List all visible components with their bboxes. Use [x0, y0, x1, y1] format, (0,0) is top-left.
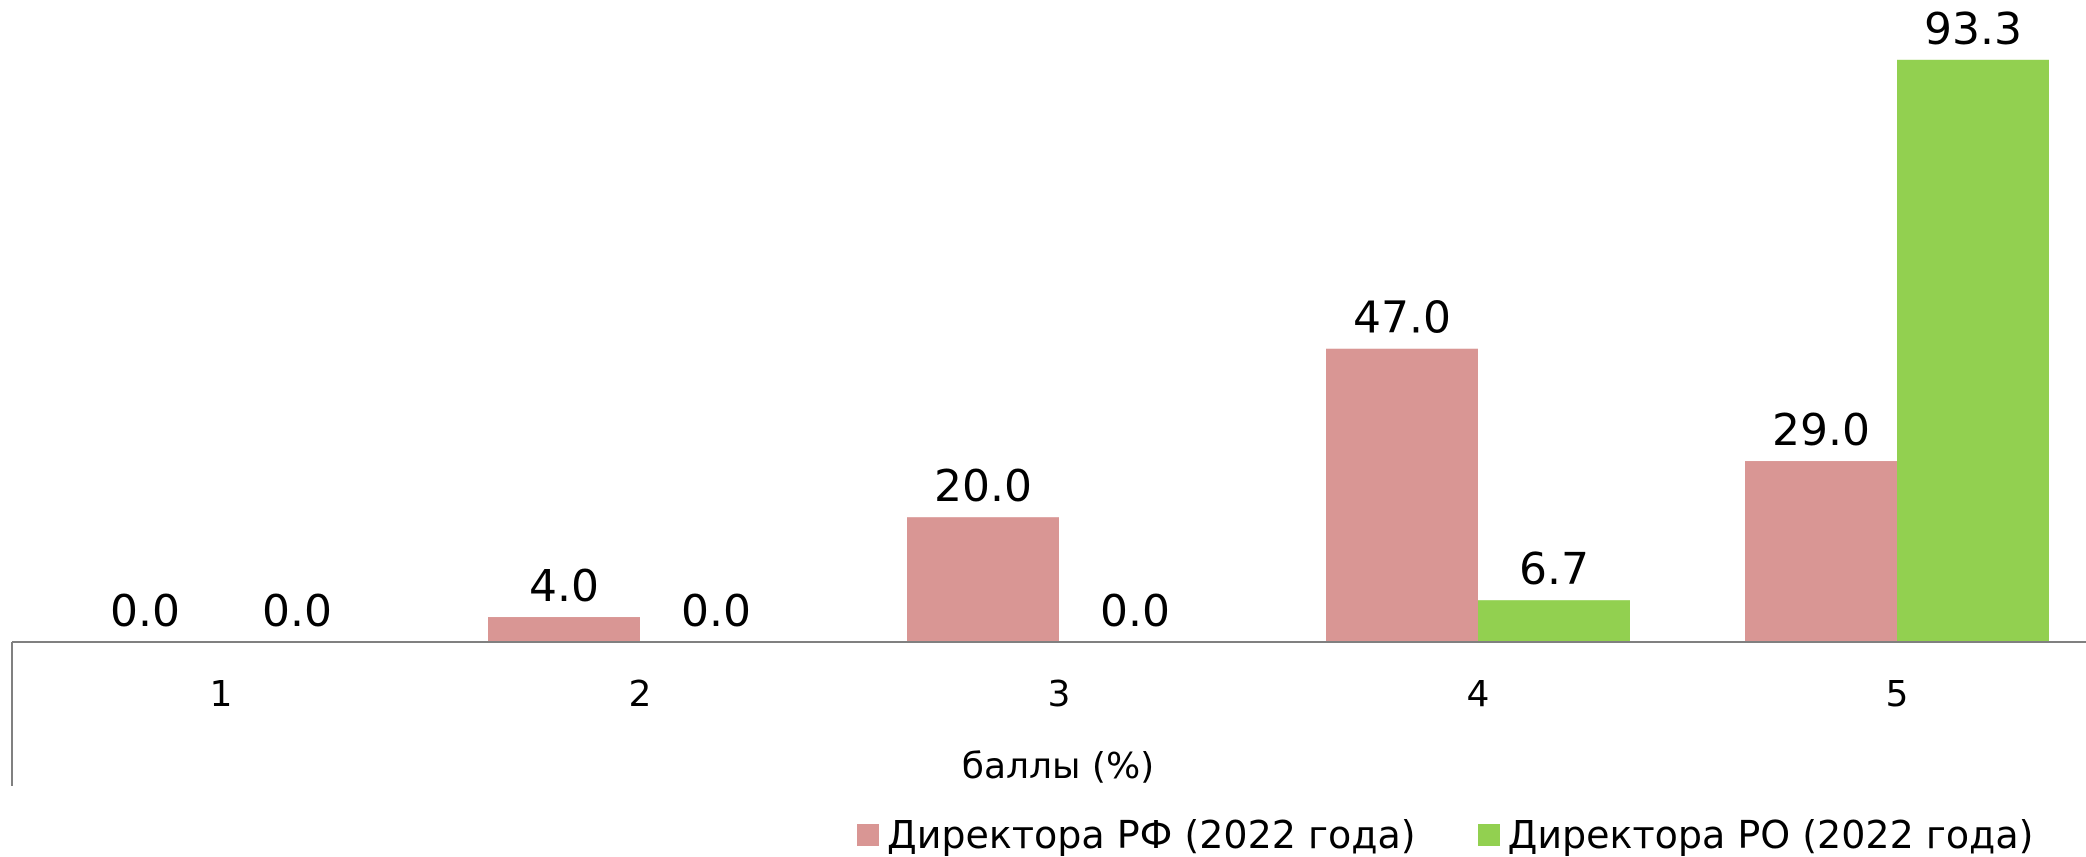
legend-label-series-1: Директора РФ (2022 года) [887, 813, 1416, 857]
value-labels-group: 0.0 4.0 20.0 47.0 29.0 0.0 0.0 0.0 6.7 93.3 [110, 4, 2022, 637]
value-label-series-2-cat-3: 0.0 [1100, 586, 1170, 637]
value-label-series-1-cat-4: 47.0 [1353, 293, 1451, 344]
x-axis-title: баллы (%) [962, 746, 1154, 787]
value-label-series-1-cat-5: 29.0 [1772, 405, 1870, 456]
value-label-series-2-cat-4: 6.7 [1519, 544, 1589, 595]
bar-series-1-cat-4 [1326, 348, 1478, 642]
value-label-series-1-cat-2: 4.0 [529, 561, 599, 612]
bar-series-2-cat-5 [1897, 59, 2049, 643]
legend: Директора РФ (2022 года) Директора РО (2… [857, 813, 2034, 857]
bar-series-2-cat-4 [1478, 600, 1630, 642]
legend-label-series-2: Директора РО (2022 года) [1507, 813, 2034, 857]
bar-series-1-cat-5 [1745, 461, 1897, 642]
bar-chart: 0.0 4.0 20.0 47.0 29.0 0.0 0.0 0.0 6.7 93.3 1 2 3 4 5… [11, 4, 2086, 787]
value-label-series-2-cat-1: 0.0 [262, 586, 332, 637]
bars-group [488, 59, 2049, 643]
value-label-series-2-cat-2: 0.0 [681, 586, 751, 637]
value-label-series-2-cat-5: 93.3 [1924, 4, 2022, 55]
x-tick-label-3: 3 [1048, 674, 1071, 715]
x-tick-label-4: 4 [1467, 674, 1490, 715]
x-tick-labels-group: 1 2 3 4 5 [210, 674, 1909, 715]
legend-item-series-2: Директора РО (2022 года) [1477, 813, 2034, 857]
x-tick-label-5: 5 [1886, 674, 1909, 715]
legend-swatch-series-2 [1477, 824, 1500, 846]
legend-item-series-1: Директора РФ (2022 года) [857, 813, 1416, 857]
bar-series-1-cat-3 [907, 517, 1059, 642]
value-label-series-1-cat-1: 0.0 [110, 586, 180, 637]
x-tick-label-1: 1 [210, 674, 233, 715]
x-tick-label-2: 2 [629, 674, 652, 715]
value-label-series-1-cat-3: 20.0 [934, 461, 1032, 512]
legend-swatch-series-1 [857, 824, 879, 846]
bar-series-1-cat-2 [488, 617, 640, 642]
